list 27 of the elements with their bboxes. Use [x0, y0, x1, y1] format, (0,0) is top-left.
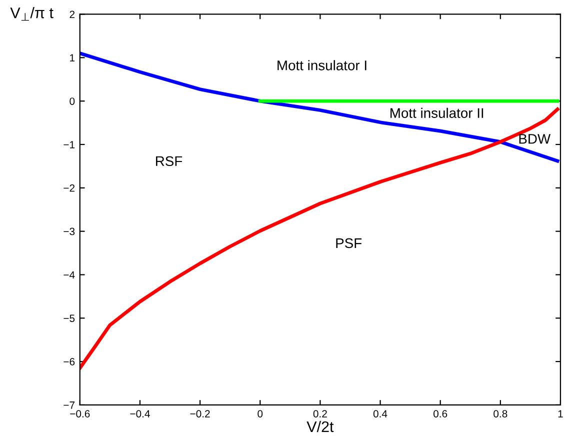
x-tick-label: 0.6: [433, 410, 448, 418]
x-tick-label: 0.4: [373, 410, 388, 418]
x-axis-title: V/2t: [306, 420, 334, 432]
y-tick-label: 1: [70, 54, 75, 62]
y-tick-label: 2: [70, 10, 75, 18]
x-tick-label: −0.2: [190, 410, 210, 418]
x-tick-label: −0.6: [70, 410, 90, 418]
annotation: Mott insulator I: [278, 60, 366, 70]
annotation: BDW: [519, 134, 551, 144]
line-series: [80, 108, 560, 370]
annotation: PSF: [336, 238, 362, 248]
y-tick-label: −7: [64, 402, 75, 409]
x-tick-label: 0.2: [313, 410, 327, 418]
x-tick-label: 1: [558, 410, 563, 418]
y-axis-title: V$_{⊥}$/π t: [10, 7, 54, 21]
y-tick-label: 0: [70, 98, 75, 105]
x-tick-label: −0.4: [130, 410, 150, 418]
annotation: RSF: [156, 156, 182, 166]
x-tick-label: 0.8: [494, 410, 508, 418]
y-tick-label: −2: [64, 184, 75, 192]
y-tick-label: −3: [64, 228, 75, 236]
y-tick-label: −6: [64, 358, 75, 366]
y-tick-label: −1: [64, 141, 75, 148]
x-tick-label: 0: [258, 410, 263, 418]
annotation: Mott insulator II: [390, 108, 484, 118]
y-tick-label: −5: [64, 314, 75, 322]
y-tick-label: −4: [64, 271, 75, 278]
